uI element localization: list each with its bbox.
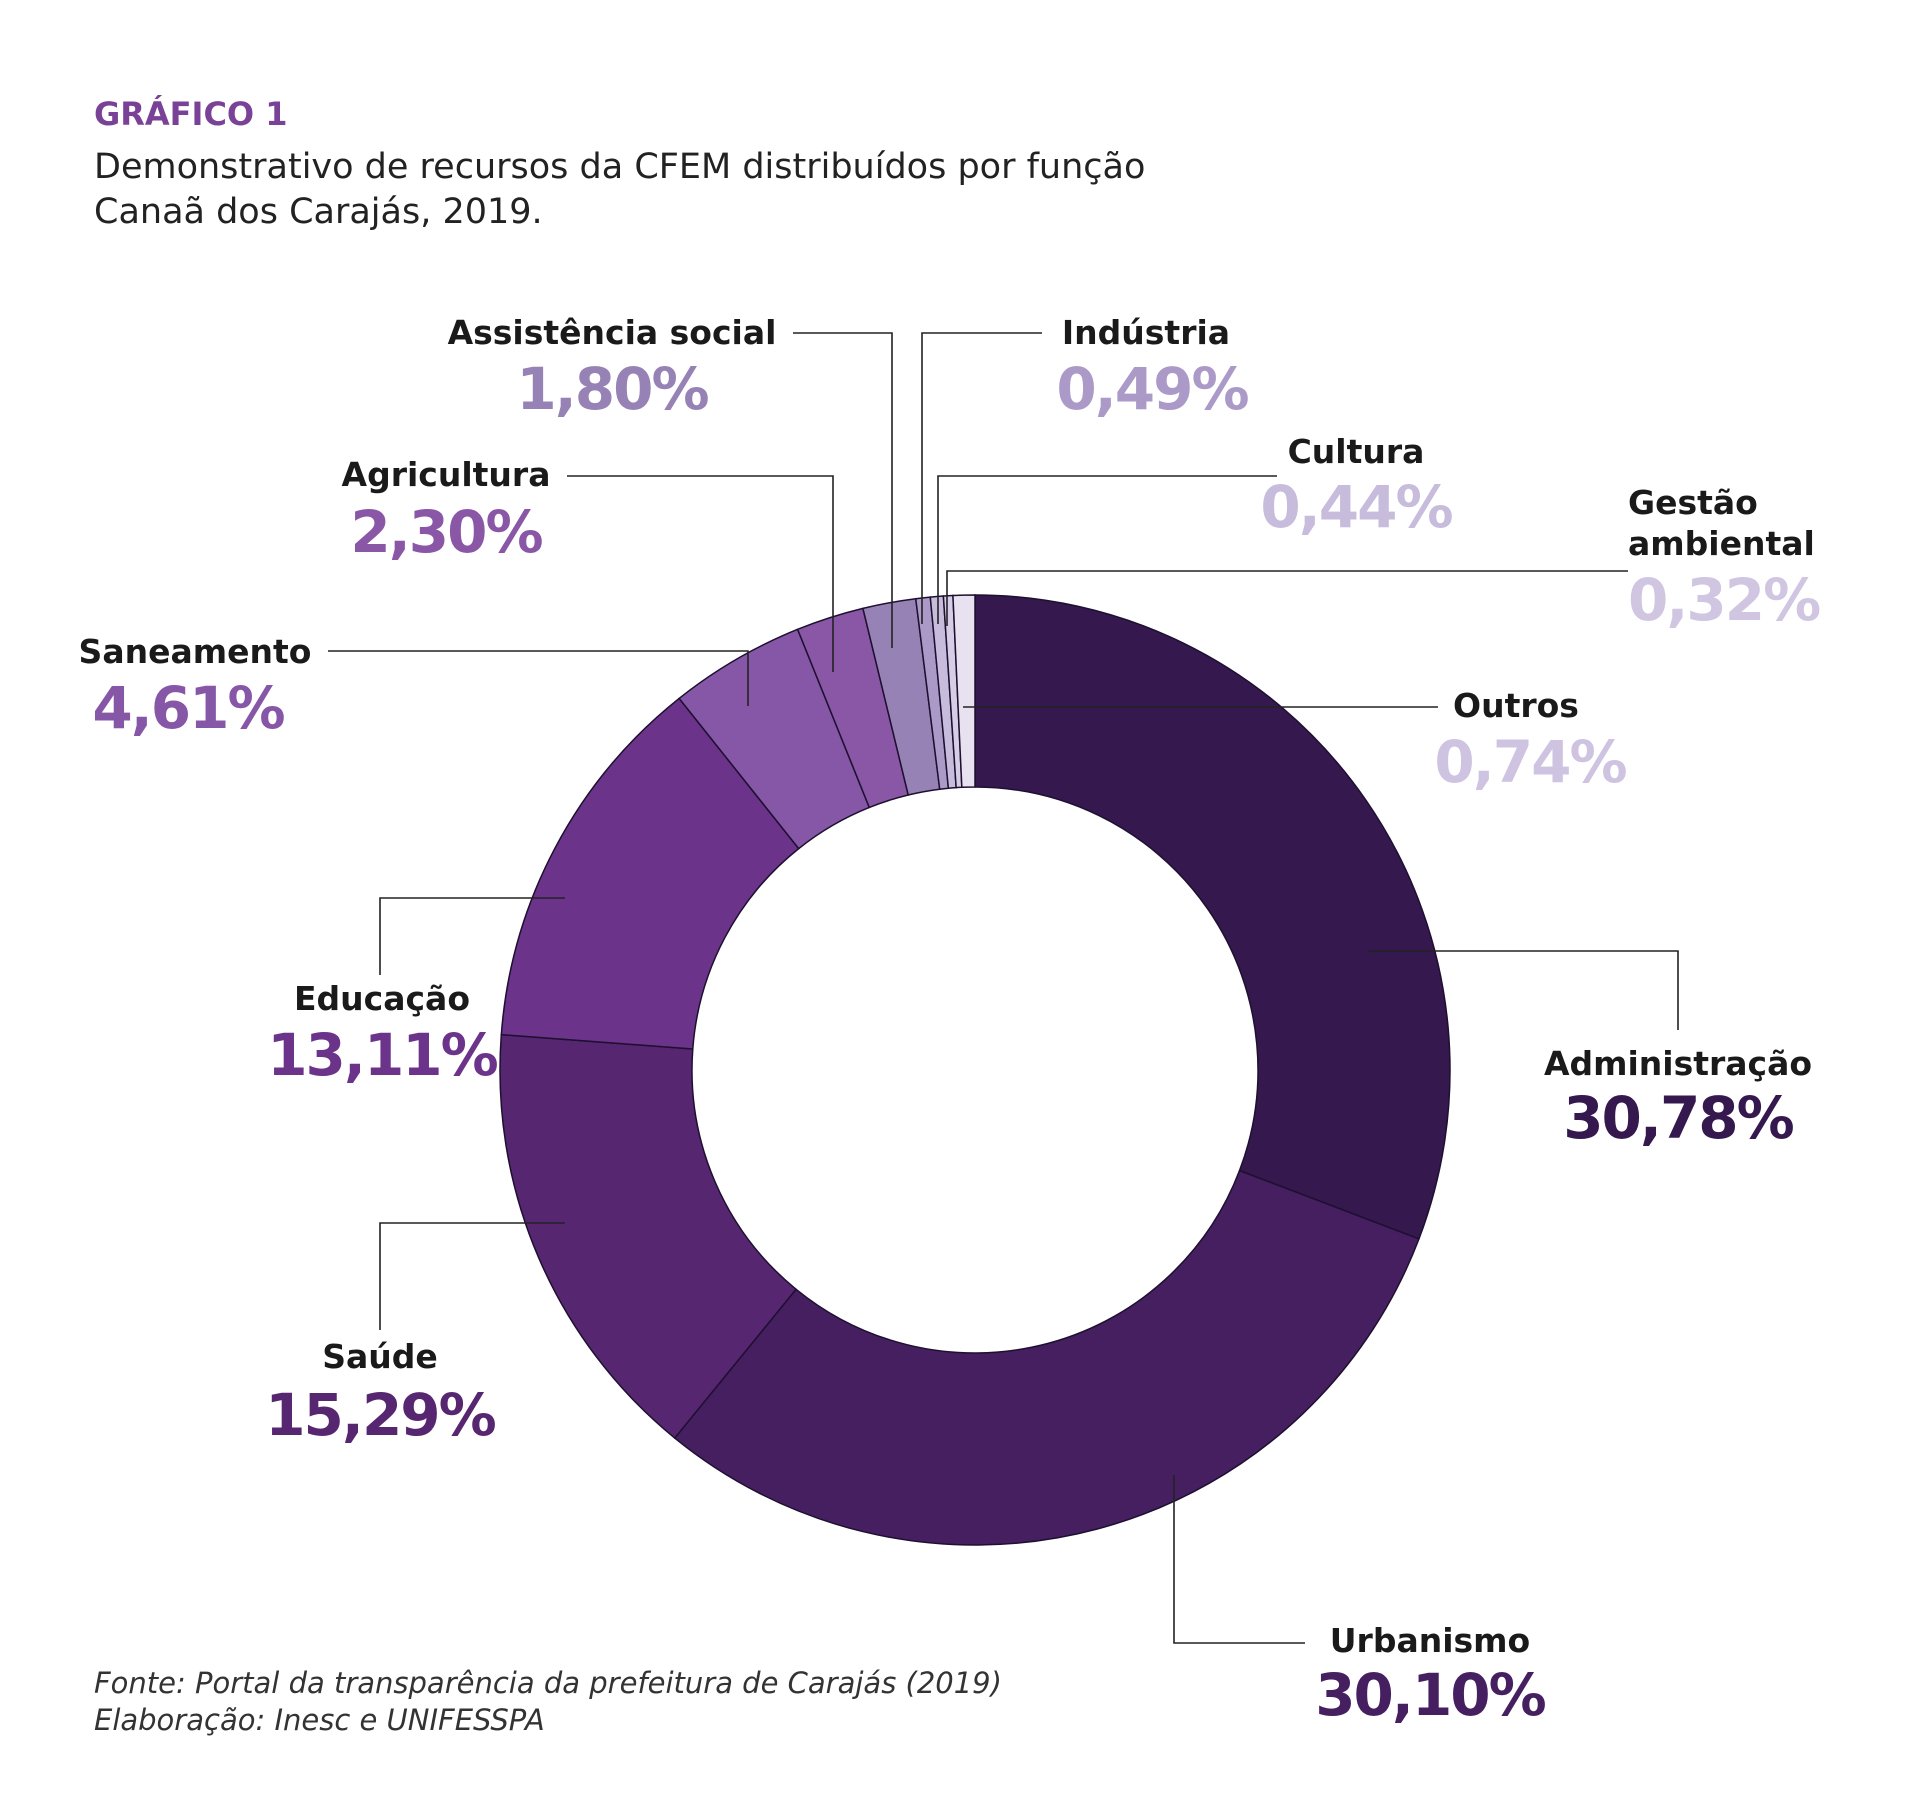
label-educacao: Educação [294, 979, 470, 1018]
leader-line-saude [379, 1222, 565, 1330]
value-assistencia-social: 1,80% [516, 355, 708, 423]
leader-line-gestao-ambiental [946, 570, 1628, 626]
label-agricultura: Agricultura [342, 455, 551, 494]
slice-labels: Administração 30,78% Urbanismo 30,10% Sa… [79, 313, 1823, 1729]
value-urbanismo: 30,10% [1315, 1661, 1545, 1729]
source-line-2: Elaboração: Inesc e UNIFESSPA [94, 1703, 545, 1737]
value-gestao-ambiental: 0,32% [1628, 566, 1820, 634]
label-assistencia-social: Assistência social [448, 313, 777, 352]
chart-title-line-1: Demonstrativo de recursos da CFEM distri… [94, 147, 1145, 187]
label-cultura: Cultura [1288, 432, 1425, 471]
label-outros: Outros [1453, 686, 1579, 725]
label-gestao-ambiental-line-1: Gestão [1628, 483, 1758, 522]
slice-administracao [974, 594, 1451, 1240]
donut-slices [499, 594, 1451, 1546]
chart-heading: GRÁFICO 1 [94, 95, 288, 133]
slice-educacao [500, 697, 800, 1050]
slice-outros [952, 594, 976, 789]
value-industria: 0,49% [1056, 355, 1248, 423]
source-line-1: Fonte: Portal da transparência da prefei… [94, 1666, 1002, 1700]
leader-line-cultura [937, 475, 1277, 624]
value-outros: 0,74% [1434, 728, 1626, 796]
slice-saude [499, 1033, 798, 1440]
leader-line-urbanismo [1173, 1475, 1305, 1644]
leader-line-assistencia-social [793, 332, 893, 648]
leader-line-educacao [379, 897, 565, 975]
label-industria: Indústria [1062, 313, 1230, 352]
label-saude: Saúde [322, 1337, 438, 1376]
value-agricultura: 2,30% [350, 498, 542, 566]
leader-line-saneamento [328, 650, 749, 706]
leader-line-industria [921, 332, 1042, 624]
leader-lines [328, 332, 1679, 1644]
value-saude: 15,29% [265, 1381, 495, 1449]
label-urbanismo: Urbanismo [1330, 1621, 1530, 1660]
value-saneamento: 4,61% [92, 674, 284, 742]
slice-urbanismo [673, 1169, 1420, 1546]
leader-line-administracao [1368, 950, 1679, 1030]
leader-line-agricultura [567, 475, 834, 672]
value-educacao: 13,11% [267, 1021, 497, 1089]
value-administracao: 30,78% [1563, 1084, 1793, 1152]
label-gestao-ambiental-line-2: ambiental [1628, 524, 1815, 563]
chart-title-line-2: Canaã dos Carajás, 2019. [94, 192, 543, 232]
value-cultura: 0,44% [1260, 473, 1452, 541]
label-saneamento: Saneamento [79, 632, 312, 671]
label-administracao: Administração [1544, 1044, 1812, 1083]
